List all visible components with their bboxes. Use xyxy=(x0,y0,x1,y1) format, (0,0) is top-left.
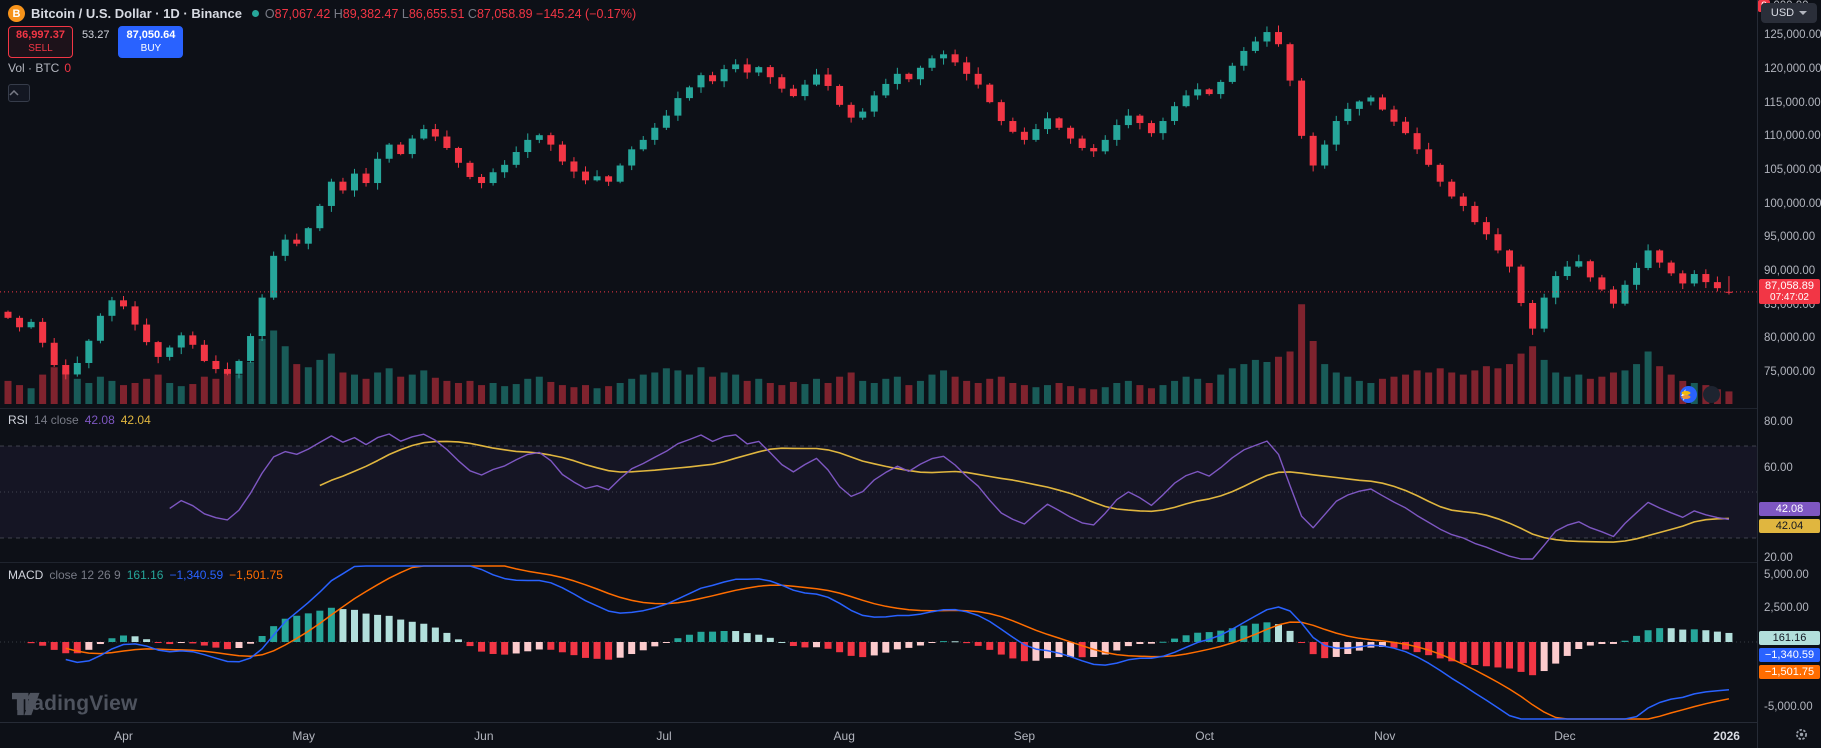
series-marker-icon xyxy=(251,10,259,17)
spread-value: 53.27 xyxy=(81,29,110,41)
currency-label: USD xyxy=(1770,7,1795,19)
bar-countdown: 07:47:02 xyxy=(1770,292,1809,303)
price-axis-label: 90,000.00 xyxy=(1764,265,1816,277)
tradingview-watermark[interactable]: TradingView xyxy=(12,692,138,716)
price-axis-label: 80,000.00 xyxy=(1764,332,1816,345)
time-axis-label: Dec xyxy=(1554,729,1576,743)
ohlc-values: O87,067.42 H89,382.47 L86,655.51 C87,058… xyxy=(265,7,636,21)
high-label: H xyxy=(333,6,343,21)
price-axis[interactable]: USD 87,058.89 07:47:02 0 ,000.00 42.08 4… xyxy=(1757,0,1821,748)
chevron-up-icon xyxy=(9,90,19,96)
volume-label: Vol · BTC xyxy=(8,61,60,75)
legend-collapse-button[interactable] xyxy=(8,84,30,102)
time-axis-label: 2026 xyxy=(1713,729,1740,743)
macd-line-value: −1,340.59 xyxy=(169,568,224,582)
macd-axis-label: 5,000.00 xyxy=(1764,569,1809,581)
watermark-text: TradingView xyxy=(12,692,138,715)
time-axis-label: Jun xyxy=(474,729,494,743)
time-axis-label: Oct xyxy=(1195,729,1214,743)
rsi-axis-label: 60.00 xyxy=(1764,462,1793,474)
macd-hist-badge: 161.16 xyxy=(1759,631,1820,645)
buy-button[interactable]: 87,050.64 BUY xyxy=(118,26,184,58)
sell-button[interactable]: 86,997.37 SELL xyxy=(8,26,73,58)
macd-line-badge: −1,340.59 xyxy=(1759,648,1820,662)
macd-params: close 12 26 9 xyxy=(49,568,121,582)
last-price-value: 87,058.89 xyxy=(1765,280,1814,292)
time-axis-label: May xyxy=(292,729,315,743)
macd-hist-value: 161.16 xyxy=(126,568,164,582)
macd-legend[interactable]: MACD close 12 26 9 161.16 −1,340.59 −1,5… xyxy=(8,568,283,582)
rsi-axis-label: 80.00 xyxy=(1764,416,1793,428)
change-value: −145.24 (−0.17%) xyxy=(536,6,637,21)
symbol-title[interactable]: Bitcoin / U.S. Dollar · 1D · Binance xyxy=(31,6,242,21)
price-pane-canvas[interactable] xyxy=(0,0,1757,408)
time-axis-label: Apr xyxy=(114,729,133,743)
buy-label: BUY xyxy=(140,43,162,54)
rsi-params: 14 close xyxy=(34,413,79,427)
pane-separator[interactable] xyxy=(0,408,1821,409)
time-axis-label: Aug xyxy=(833,729,855,743)
last-price-badge: 87,058.89 07:47:02 xyxy=(1759,279,1820,304)
macd-axis-label: -5,000.00 xyxy=(1764,701,1813,713)
rsi-value-badge: 42.08 xyxy=(1759,502,1820,516)
rsi-pane-canvas[interactable] xyxy=(0,409,1757,562)
buy-price: 87,050.64 xyxy=(126,29,176,41)
price-axis-label: 75,000.00 xyxy=(1764,366,1816,379)
volume-legend: Vol · BTC 0 xyxy=(8,61,71,75)
time-axis-label: Sep xyxy=(1013,729,1036,743)
rsi-title: RSI xyxy=(8,413,29,427)
rsi-ma-value: 42.04 xyxy=(120,413,151,427)
price-axis-label: 100,000.00 xyxy=(1764,197,1821,210)
macd-signal-value: −1,501.75 xyxy=(229,568,283,582)
open-label: O xyxy=(264,6,275,21)
chevron-down-icon xyxy=(1799,11,1808,15)
open-value: 87,067.42 xyxy=(274,6,331,21)
price-axis-label: 120,000.00 xyxy=(1764,62,1821,75)
sell-label: SELL xyxy=(28,43,53,54)
pane-separator[interactable] xyxy=(0,562,1821,563)
currency-button[interactable]: USD xyxy=(1761,3,1817,23)
lightning-icon[interactable] xyxy=(1680,386,1697,403)
sell-price: 86,997.37 xyxy=(16,29,65,41)
low-value: 86,655.51 xyxy=(408,6,465,21)
close-label: C xyxy=(467,6,477,21)
time-axis-label: Nov xyxy=(1374,729,1396,743)
high-value: 89,382.47 xyxy=(342,6,399,21)
trade-widget: 86,997.37 SELL 53.27 87,050.64 BUY xyxy=(8,26,184,58)
bitcoin-icon: B xyxy=(8,5,25,22)
macd-title: MACD xyxy=(8,568,44,582)
price-axis-label: 115,000.00 xyxy=(1764,96,1821,109)
macd-signal-badge: −1,501.75 xyxy=(1759,665,1820,679)
rsi-value: 42.08 xyxy=(84,413,115,427)
macd-pane-canvas[interactable] xyxy=(0,563,1757,722)
symbol-legend: B Bitcoin / U.S. Dollar · 1D · Binance O… xyxy=(8,5,636,22)
volume-value: 0 xyxy=(64,61,72,75)
rsi-axis-label: 20.00 xyxy=(1764,552,1793,564)
close-value: 87,058.89 xyxy=(476,6,533,21)
rsi-legend[interactable]: RSI 14 close 42.08 42.04 xyxy=(8,413,151,427)
low-label: L xyxy=(401,6,409,21)
time-axis-label: Jul xyxy=(656,729,672,743)
macd-axis-label: 2,500.00 xyxy=(1764,602,1809,614)
time-axis[interactable]: Apr May Jun Jul Aug Sep Oct Nov Dec 2026 xyxy=(0,722,1757,748)
rsi-ma-value-badge: 42.04 xyxy=(1759,519,1820,533)
price-axis-label: 110,000.00 xyxy=(1764,130,1821,143)
price-axis-label: 125,000.00 xyxy=(1764,29,1821,42)
price-axis-label: 105,000.00 xyxy=(1764,163,1821,176)
quick-trade-icons xyxy=(1680,386,1720,403)
price-axis-label: 95,000.00 xyxy=(1764,231,1816,244)
tradingview-logo xyxy=(12,692,40,716)
coins-icon[interactable] xyxy=(1681,386,1720,403)
